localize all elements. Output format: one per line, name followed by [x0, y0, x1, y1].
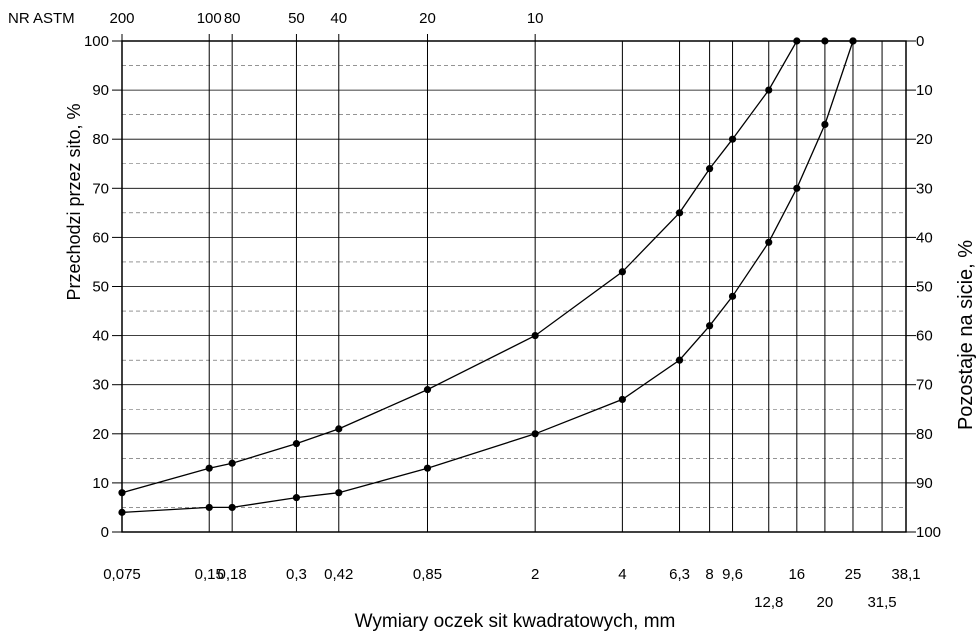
- astm-tick-label: 40: [330, 10, 347, 27]
- series-1-point: [765, 86, 773, 94]
- series-1-point: [618, 268, 626, 276]
- series-1-point: [706, 165, 714, 173]
- series-2-point: [728, 292, 737, 300]
- x-tick-label: 31,5: [867, 594, 896, 611]
- series-1-point: [423, 386, 432, 394]
- minor-gridlines: [122, 65, 906, 508]
- y-axis-title: Przechodzi przez sito, %: [64, 103, 84, 300]
- y-tick-label: 10: [92, 475, 109, 492]
- astm-tick-label: 80: [224, 10, 241, 27]
- series-2-point: [118, 508, 126, 516]
- y2-tick-label: 0: [916, 33, 924, 50]
- x-tick-label: 8: [705, 566, 713, 583]
- x-tick-label: 0,18: [218, 566, 247, 583]
- astm-axis: 200 100 80 50 40 20 10: [109, 10, 544, 41]
- y-tick-label: 90: [92, 82, 109, 99]
- series-2-point: [205, 503, 213, 512]
- x-tick-label: 38,1: [891, 566, 920, 583]
- x-tick-label: 2: [531, 566, 539, 583]
- y-tick-label: 70: [92, 180, 109, 197]
- x-tick-label: 25: [845, 566, 862, 583]
- x-tick-label: 12,8: [754, 594, 783, 611]
- series-2-point: [618, 395, 626, 404]
- series-2-point: [292, 494, 301, 502]
- x-axis-title: Wymiary oczek sit kwadratowych, mm: [355, 611, 676, 632]
- x-tick-label: 0,15: [195, 566, 224, 583]
- y-tick-label: 30: [92, 377, 109, 394]
- y2-tick-label: 70: [916, 377, 933, 394]
- series-1-point: [675, 209, 684, 217]
- y-tick-label: 50: [92, 279, 109, 296]
- y-tick-label: 60: [92, 229, 109, 246]
- series-1-point: [531, 332, 539, 340]
- series-2-point: [675, 356, 684, 364]
- series-1-point: [335, 425, 343, 433]
- y-tick-label: 20: [92, 426, 109, 443]
- y2-tick-label: 50: [916, 279, 933, 296]
- y-tick-label: 0: [101, 524, 109, 541]
- y-tick-label: 80: [92, 131, 109, 148]
- series-line-2: [121, 40, 854, 514]
- series-2-point: [821, 120, 829, 129]
- astm-tick-label: 20: [419, 10, 436, 27]
- series-2-point: [765, 238, 773, 246]
- y2-tick-label: 20: [916, 131, 933, 148]
- major-gridlines: [122, 41, 906, 532]
- y2-axis-title: Pozostaje na sicie, %: [955, 240, 977, 430]
- x-tick-label: 0,3: [286, 566, 307, 583]
- series-2-point: [335, 489, 343, 497]
- series-1-point: [292, 440, 301, 448]
- y2-tick-label: 90: [916, 475, 933, 492]
- series-1-point: [205, 464, 213, 472]
- series-2-point: [706, 322, 714, 330]
- y-tick-label: 40: [92, 328, 109, 345]
- y2-tick-label: 10: [916, 82, 933, 99]
- astm-tick-label: 50: [288, 10, 305, 27]
- x-tick-label: 0,85: [413, 566, 442, 583]
- x-tick-label: 16: [788, 566, 805, 583]
- series-1-point: [728, 135, 737, 143]
- series-1-point: [228, 459, 236, 467]
- series-2-point: [228, 503, 236, 512]
- y2-tick-label: 40: [916, 229, 933, 246]
- astm-tick-label: 100: [197, 10, 222, 27]
- x-tick-label: 0,075: [103, 566, 141, 583]
- y-tick-label: 100: [84, 33, 109, 50]
- astm-tick-label: 10: [527, 10, 544, 27]
- x-tick-label: 4: [618, 566, 626, 583]
- series-line-1: [121, 40, 853, 494]
- y2-tick-label: 60: [916, 328, 933, 345]
- series-2-point: [423, 464, 432, 472]
- series-2-point: [793, 184, 801, 192]
- series-1-point: [793, 37, 801, 45]
- x-tick-label: 0,42: [324, 566, 353, 583]
- x-tick-label: 20: [817, 594, 834, 611]
- y2-tick-label: 30: [916, 180, 933, 197]
- y2-tick-label: 80: [916, 426, 933, 443]
- left-y-axis: 0 10 20 30 40 50 60 70 80 90 100: [84, 33, 122, 541]
- series-layer: [118, 37, 857, 516]
- astm-tick-label: 200: [109, 10, 134, 27]
- x-tick-label: 9,6: [722, 566, 743, 583]
- x-axis: 0,075 0,150,18 0,3 0,42 0,85 2 4 6,3 8 9,6 12,8 16 2…: [103, 566, 920, 611]
- x-tick-label: 6,3: [669, 566, 690, 583]
- series-1-point: [821, 37, 829, 45]
- astm-axis-title: NR ASTM: [8, 10, 75, 27]
- series-1-point: [118, 489, 126, 497]
- series-2-point: [531, 430, 539, 438]
- series-2-point: [849, 37, 857, 45]
- y2-tick-label: 100: [916, 524, 941, 541]
